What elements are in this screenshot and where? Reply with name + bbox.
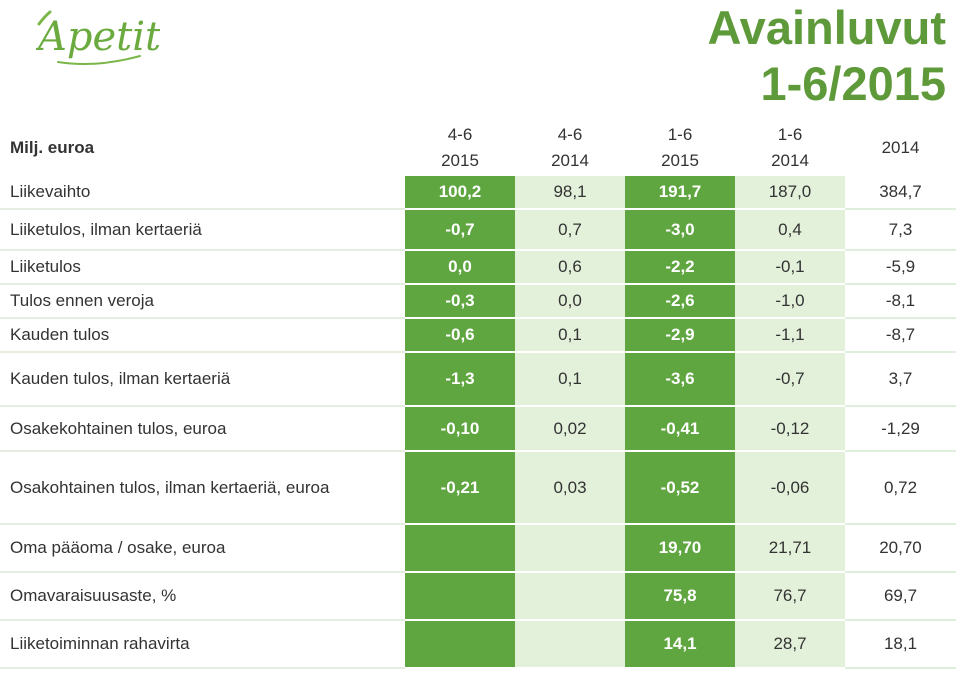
row-label: Osakohtainen tulos, ilman kertaeriä, eur… <box>0 451 405 525</box>
value-cell <box>515 620 625 669</box>
row-label: Liikevaihto <box>0 176 405 210</box>
column-header: 1-6 2014 <box>771 125 809 170</box>
value-cell: -8,1 <box>845 284 956 319</box>
value-cell: -0,52 <box>625 451 735 525</box>
value-cell: 0,0 <box>405 250 515 285</box>
table-row: Liiketulos, ilman kertaeriä -0,7 0,7 -3,0 0,… <box>0 209 956 251</box>
value-cell: 187,0 <box>735 176 845 210</box>
value-cell: -3,6 <box>625 352 735 407</box>
row-label: Liiketoiminnan rahavirta <box>0 620 405 669</box>
value-cell: -2,9 <box>625 318 735 353</box>
value-cell: -2,6 <box>625 284 735 319</box>
value-cell: 384,7 <box>845 176 956 210</box>
value-cell: -0,7 <box>405 209 515 251</box>
value-cell: 20,70 <box>845 524 956 573</box>
value-cell: 3,7 <box>845 352 956 407</box>
column-header: 1-6 2015 <box>661 125 699 170</box>
value-cell <box>405 620 515 669</box>
value-cell: -0,10 <box>405 406 515 452</box>
row-label: Tulos ennen veroja <box>0 284 405 319</box>
table-row: Liiketulos 0,0 0,6 -2,2 -0,1 -5,9 <box>0 250 956 285</box>
value-cell: 14,1 <box>625 620 735 669</box>
table-row: Osakohtainen tulos, ilman kertaeriä, eur… <box>0 451 956 525</box>
table-row: Tulos ennen veroja -0,3 0,0 -2,6 -1,0 -8,1 <box>0 284 956 319</box>
value-cell: -5,9 <box>845 250 956 285</box>
value-cell: -0,6 <box>405 318 515 353</box>
value-cell: 98,1 <box>515 176 625 210</box>
value-cell: -0,12 <box>735 406 845 452</box>
table-header-row: Milj. euroa 4-6 2015 4-6 2014 1-6 2015 1-6 2… <box>0 120 956 176</box>
value-cell: 69,7 <box>845 572 956 621</box>
table-row: Omavaraisuusaste, % 75,8 76,7 69,7 <box>0 572 956 621</box>
value-cell <box>515 572 625 621</box>
value-cell: 0,02 <box>515 406 625 452</box>
value-cell <box>515 524 625 573</box>
value-cell: -2,2 <box>625 250 735 285</box>
svg-text:Apetit: Apetit <box>36 14 160 60</box>
value-cell: 0,03 <box>515 451 625 525</box>
value-cell: -1,1 <box>735 318 845 353</box>
value-cell: -0,7 <box>735 352 845 407</box>
unit-label: Milj. euroa <box>10 138 95 157</box>
page-title: Avainluvut 1-6/2015 <box>707 0 946 112</box>
value-cell: -0,3 <box>405 284 515 319</box>
table-row: Liikevaihto 100,2 98,1 191,7 187,0 384,7 <box>0 176 956 210</box>
value-cell: -1,29 <box>845 406 956 452</box>
title-line-1: Avainluvut <box>707 1 946 54</box>
value-cell: 0,7 <box>515 209 625 251</box>
value-cell: 76,7 <box>735 572 845 621</box>
row-label: Omavaraisuusaste, % <box>0 572 405 621</box>
value-cell: -0,06 <box>735 451 845 525</box>
row-label: Liiketulos <box>0 250 405 285</box>
column-header: 4-6 2014 <box>551 125 589 170</box>
table-row: Kauden tulos, ilman kertaeriä -1,3 0,1 -3,6… <box>0 352 956 407</box>
value-cell <box>405 572 515 621</box>
value-cell: 21,71 <box>735 524 845 573</box>
value-cell: -8,7 <box>845 318 956 353</box>
apetit-logo: Apetit <box>36 10 160 65</box>
value-cell: 0,0 <box>515 284 625 319</box>
value-cell: 0,72 <box>845 451 956 525</box>
value-cell: -0,41 <box>625 406 735 452</box>
value-cell: 19,70 <box>625 524 735 573</box>
value-cell: 0,6 <box>515 250 625 285</box>
value-cell: 18,1 <box>845 620 956 669</box>
column-header: 2014 <box>881 138 920 157</box>
value-cell: 0,1 <box>515 352 625 407</box>
value-cell: -1,0 <box>735 284 845 319</box>
row-label: Kauden tulos <box>0 318 405 353</box>
table-row: Oma pääoma / osake, euroa 19,70 21,71 20,70 <box>0 524 956 573</box>
value-cell: 100,2 <box>405 176 515 210</box>
value-cell <box>405 524 515 573</box>
value-cell: 0,4 <box>735 209 845 251</box>
value-cell: 191,7 <box>625 176 735 210</box>
title-line-2: 1-6/2015 <box>760 57 946 110</box>
value-cell: 0,1 <box>515 318 625 353</box>
value-cell: 7,3 <box>845 209 956 251</box>
value-cell: -1,3 <box>405 352 515 407</box>
value-cell: 75,8 <box>625 572 735 621</box>
key-figures-table: Milj. euroa 4-6 2015 4-6 2014 1-6 2015 1-6 2… <box>0 120 956 669</box>
column-header: 4-6 2015 <box>441 125 479 170</box>
table-row: Liiketoiminnan rahavirta 14,1 28,7 18,1 <box>0 620 956 669</box>
row-label: Oma pääoma / osake, euroa <box>0 524 405 573</box>
value-cell: 28,7 <box>735 620 845 669</box>
row-label: Osakekohtainen tulos, euroa <box>0 406 405 452</box>
table-row: Osakekohtainen tulos, euroa -0,10 0,02 -0,4… <box>0 406 956 452</box>
value-cell: -0,1 <box>735 250 845 285</box>
value-cell: -0,21 <box>405 451 515 525</box>
row-label: Liiketulos, ilman kertaeriä <box>0 209 405 251</box>
row-label: Kauden tulos, ilman kertaeriä <box>0 352 405 407</box>
table-row: Kauden tulos -0,6 0,1 -2,9 -1,1 -8,7 <box>0 318 956 353</box>
value-cell: -3,0 <box>625 209 735 251</box>
